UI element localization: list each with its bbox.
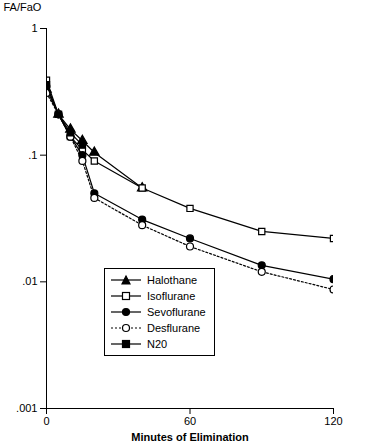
svg-text:.001: .001 [16, 402, 37, 414]
svg-text:1: 1 [31, 22, 37, 34]
svg-text:.01: .01 [22, 275, 37, 287]
svg-text:Minutes of Elimination: Minutes of Elimination [131, 431, 249, 443]
html-text:Desflurane: Desflurane [147, 322, 201, 334]
svg-text:0: 0 [43, 415, 49, 427]
svg-text:FA/FaO: FA/FaO [4, 1, 42, 13]
svg-text:120: 120 [324, 415, 342, 427]
html-text:Sevoflurane: Sevoflurane [147, 306, 206, 318]
svg-text:60: 60 [184, 415, 196, 427]
html-text:Isoflurane: Isoflurane [147, 290, 196, 302]
html-text:N20: N20 [147, 338, 168, 350]
svg-text:.1: .1 [28, 149, 37, 161]
html-text:Halothane: Halothane [147, 274, 198, 286]
